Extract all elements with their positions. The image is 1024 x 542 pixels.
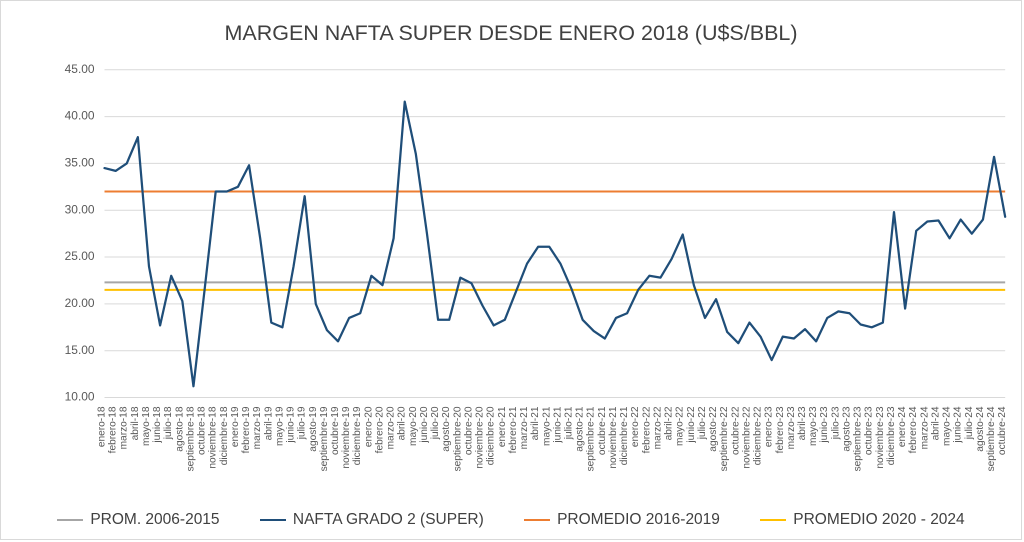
svg-text:septiembre-21: septiembre-21: [586, 406, 597, 471]
svg-text:agosto-18: agosto-18: [174, 406, 185, 452]
svg-text:abril-20: abril-20: [397, 406, 408, 440]
svg-text:20.00: 20.00: [65, 296, 95, 310]
svg-text:enero-24: enero-24: [897, 406, 908, 447]
svg-text:agosto-23: agosto-23: [841, 406, 852, 452]
svg-text:abril-24: abril-24: [930, 406, 941, 440]
svg-text:febrero-23: febrero-23: [775, 406, 786, 453]
svg-text:abril-19: abril-19: [263, 406, 274, 440]
svg-text:35.00: 35.00: [65, 156, 95, 170]
svg-text:marzo-24: marzo-24: [919, 406, 930, 449]
svg-text:noviembre-20: noviembre-20: [475, 406, 486, 468]
svg-text:noviembre-18: noviembre-18: [208, 406, 219, 468]
svg-text:octubre-20: octubre-20: [463, 406, 474, 455]
svg-text:marzo-23: marzo-23: [786, 406, 797, 449]
svg-text:julio-23: julio-23: [830, 406, 841, 440]
svg-text:febrero-20: febrero-20: [374, 406, 385, 453]
svg-text:mayo-24: mayo-24: [942, 406, 953, 446]
svg-text:septiembre-23: septiembre-23: [853, 406, 864, 471]
svg-text:diciembre-23: diciembre-23: [886, 406, 897, 465]
svg-text:agosto-19: agosto-19: [308, 406, 319, 452]
svg-text:febrero-24: febrero-24: [908, 406, 919, 453]
svg-text:septiembre-19: septiembre-19: [319, 406, 330, 471]
svg-text:septiembre-20: septiembre-20: [452, 406, 463, 471]
svg-text:abril-21: abril-21: [530, 406, 541, 440]
svg-text:febrero-19: febrero-19: [241, 406, 252, 453]
svg-text:marzo-19: marzo-19: [252, 406, 263, 449]
svg-text:julio-20: julio-20: [430, 406, 441, 440]
svg-text:febrero-22: febrero-22: [641, 406, 652, 453]
svg-text:30.00: 30.00: [65, 202, 95, 216]
svg-text:agosto-22: agosto-22: [708, 406, 719, 452]
svg-text:julio-19: julio-19: [297, 406, 308, 440]
svg-text:junio-21: junio-21: [552, 406, 563, 443]
svg-text:octubre-19: octubre-19: [330, 406, 341, 455]
svg-text:enero-21: enero-21: [497, 406, 508, 447]
svg-text:junio-20: junio-20: [419, 406, 430, 443]
svg-text:junio-18: junio-18: [152, 406, 163, 443]
svg-text:marzo-18: marzo-18: [119, 406, 130, 449]
svg-text:agosto-20: agosto-20: [441, 406, 452, 452]
svg-text:junio-19: junio-19: [286, 406, 297, 443]
svg-text:noviembre-23: noviembre-23: [875, 406, 886, 468]
svg-text:junio-23: junio-23: [819, 406, 830, 443]
svg-text:15.00: 15.00: [65, 343, 95, 357]
svg-text:octubre-23: octubre-23: [864, 406, 875, 455]
svg-text:septiembre-18: septiembre-18: [185, 406, 196, 471]
svg-text:abril-23: abril-23: [797, 406, 808, 440]
svg-text:octubre-22: octubre-22: [730, 406, 741, 455]
svg-text:enero-19: enero-19: [230, 406, 241, 447]
svg-text:mayo-23: mayo-23: [808, 406, 819, 446]
svg-text:mayo-22: mayo-22: [675, 406, 686, 446]
svg-text:agosto-24: agosto-24: [975, 406, 986, 452]
svg-text:octubre-21: octubre-21: [597, 406, 608, 455]
svg-text:10.00: 10.00: [65, 390, 95, 404]
svg-text:diciembre-21: diciembre-21: [619, 406, 630, 465]
svg-text:enero-23: enero-23: [764, 406, 775, 447]
svg-text:diciembre-19: diciembre-19: [352, 406, 363, 465]
svg-text:febrero-21: febrero-21: [508, 406, 519, 453]
svg-text:45.00: 45.00: [65, 62, 95, 76]
svg-text:enero-22: enero-22: [630, 406, 641, 447]
svg-text:noviembre-19: noviembre-19: [341, 406, 352, 468]
svg-text:junio-22: junio-22: [686, 406, 697, 443]
svg-text:diciembre-20: diciembre-20: [486, 406, 497, 465]
svg-text:mayo-21: mayo-21: [541, 406, 552, 446]
svg-text:septiembre-22: septiembre-22: [719, 406, 730, 471]
svg-text:diciembre-22: diciembre-22: [753, 406, 764, 465]
svg-text:enero-18: enero-18: [97, 406, 108, 447]
svg-text:noviembre-21: noviembre-21: [608, 406, 619, 468]
svg-text:mayo-19: mayo-19: [274, 406, 285, 446]
svg-text:julio-21: julio-21: [564, 406, 575, 440]
svg-text:25.00: 25.00: [65, 249, 95, 263]
svg-text:diciembre-18: diciembre-18: [219, 406, 230, 465]
svg-text:mayo-20: mayo-20: [408, 406, 419, 446]
svg-text:marzo-21: marzo-21: [519, 406, 530, 449]
svg-text:febrero-18: febrero-18: [108, 406, 119, 453]
svg-text:enero-20: enero-20: [363, 406, 374, 447]
svg-text:julio-22: julio-22: [697, 406, 708, 440]
svg-text:abril-22: abril-22: [664, 406, 675, 440]
svg-text:noviembre-22: noviembre-22: [741, 406, 752, 468]
svg-text:marzo-22: marzo-22: [652, 406, 663, 449]
svg-text:septiembre-24: septiembre-24: [986, 406, 997, 471]
svg-text:julio-18: julio-18: [163, 406, 174, 440]
svg-text:mayo-18: mayo-18: [141, 406, 152, 446]
svg-text:julio-24: julio-24: [964, 406, 975, 440]
svg-text:octubre-24: octubre-24: [997, 406, 1008, 455]
svg-text:40.00: 40.00: [65, 109, 95, 123]
svg-text:marzo-20: marzo-20: [386, 406, 397, 449]
svg-text:octubre-18: octubre-18: [197, 406, 208, 455]
svg-text:junio-24: junio-24: [953, 406, 964, 443]
svg-text:abril-18: abril-18: [130, 406, 141, 440]
svg-text:agosto-21: agosto-21: [575, 406, 586, 452]
